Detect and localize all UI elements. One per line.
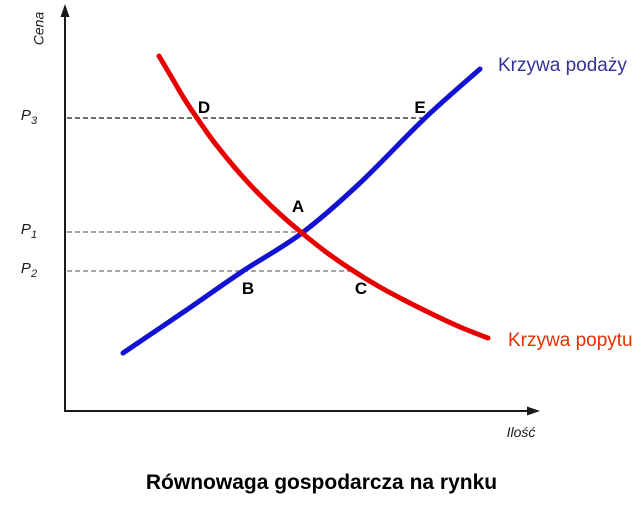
supply-curve-label: Krzywa podaży <box>498 55 627 76</box>
point-label-B: B <box>241 279 255 298</box>
price-label-P1: P1 <box>20 221 38 241</box>
x-axis-arrow-icon <box>527 406 540 416</box>
point-label-D: D <box>197 98 211 117</box>
chart-title: Równowaga gospodarcza na rynku <box>145 471 498 494</box>
x-axis-title: Ilość <box>506 424 536 440</box>
price-label-P3: P3 <box>20 107 38 127</box>
y-axis-title: Cena <box>30 11 47 46</box>
demand-curve <box>156 53 491 341</box>
y-axis-arrow-icon <box>60 4 70 17</box>
point-label-A: A <box>291 197 305 216</box>
point-label-E: E <box>414 98 426 117</box>
point-label-C: C <box>354 279 368 298</box>
demand-curve-label: Krzywa popytu <box>508 330 633 351</box>
price-label-P2: P2 <box>20 260 38 280</box>
